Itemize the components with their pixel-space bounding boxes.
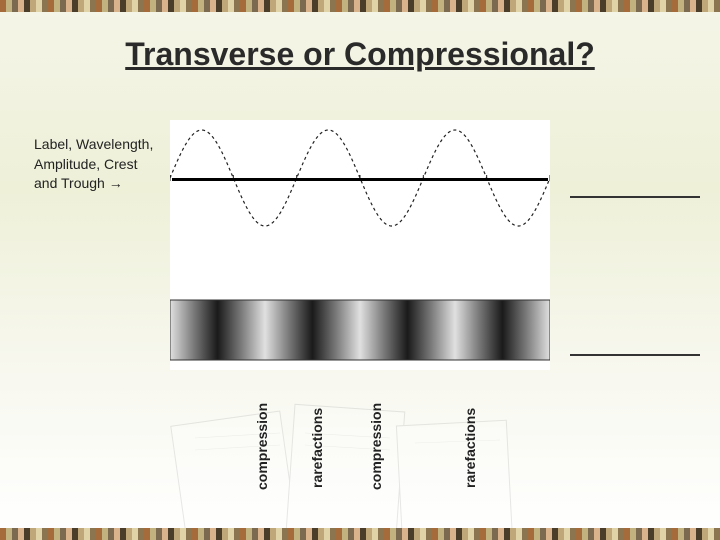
wave-diagram-panel xyxy=(170,120,550,370)
wave-svg xyxy=(170,120,550,370)
vertical-label-rarefactions-3: rarefactions xyxy=(462,408,478,488)
answer-blank-transverse xyxy=(570,196,700,198)
vertical-label-rarefactions-1: rarefactions xyxy=(309,408,325,488)
vertical-label-compression-2: compression xyxy=(368,403,384,490)
border-bar-bottom xyxy=(0,528,720,540)
border-bar-top xyxy=(0,0,720,12)
answer-blank-compressional xyxy=(570,354,700,356)
instruction-text: Label, Wavelength, Amplitude, Crest and … xyxy=(34,135,164,194)
vertical-label-compression-0: compression xyxy=(254,403,270,490)
background-papers xyxy=(120,378,600,528)
page-title: Transverse or Compressional? xyxy=(0,36,720,73)
transverse-midline xyxy=(172,178,548,181)
